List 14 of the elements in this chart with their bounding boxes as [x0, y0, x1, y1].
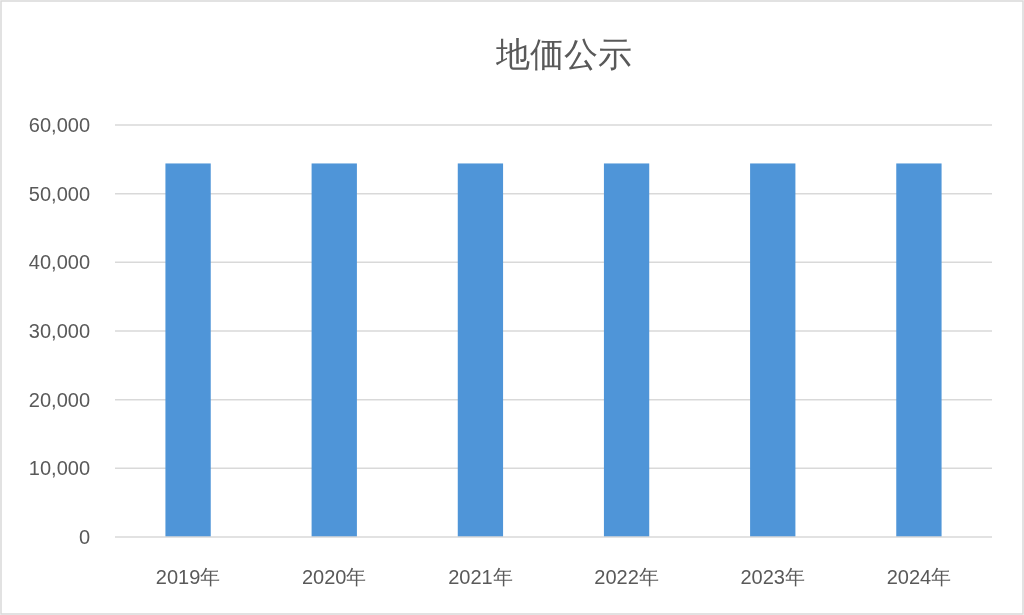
- y-tick-label: 50,000: [28, 182, 90, 205]
- x-tick-label: 2024年: [886, 566, 952, 588]
- x-tick-label: 2023年: [740, 566, 805, 588]
- x-tick-label: 2020年: [302, 566, 367, 588]
- y-tick-label: 40,000: [28, 251, 90, 274]
- y-tick-label: 0: [78, 526, 90, 548]
- chart-title: 地価公示: [494, 35, 632, 73]
- x-tick-label: 2022年: [594, 566, 659, 588]
- x-tick-label: 2019年: [155, 566, 221, 588]
- y-tick-label: 10,000: [28, 457, 90, 480]
- y-tick-label: 30,000: [28, 320, 90, 342]
- x-tick-label: 2021年: [448, 566, 513, 588]
- y-tick-label: 20,000: [28, 388, 90, 411]
- y-tick-label: 60,000: [28, 114, 90, 136]
